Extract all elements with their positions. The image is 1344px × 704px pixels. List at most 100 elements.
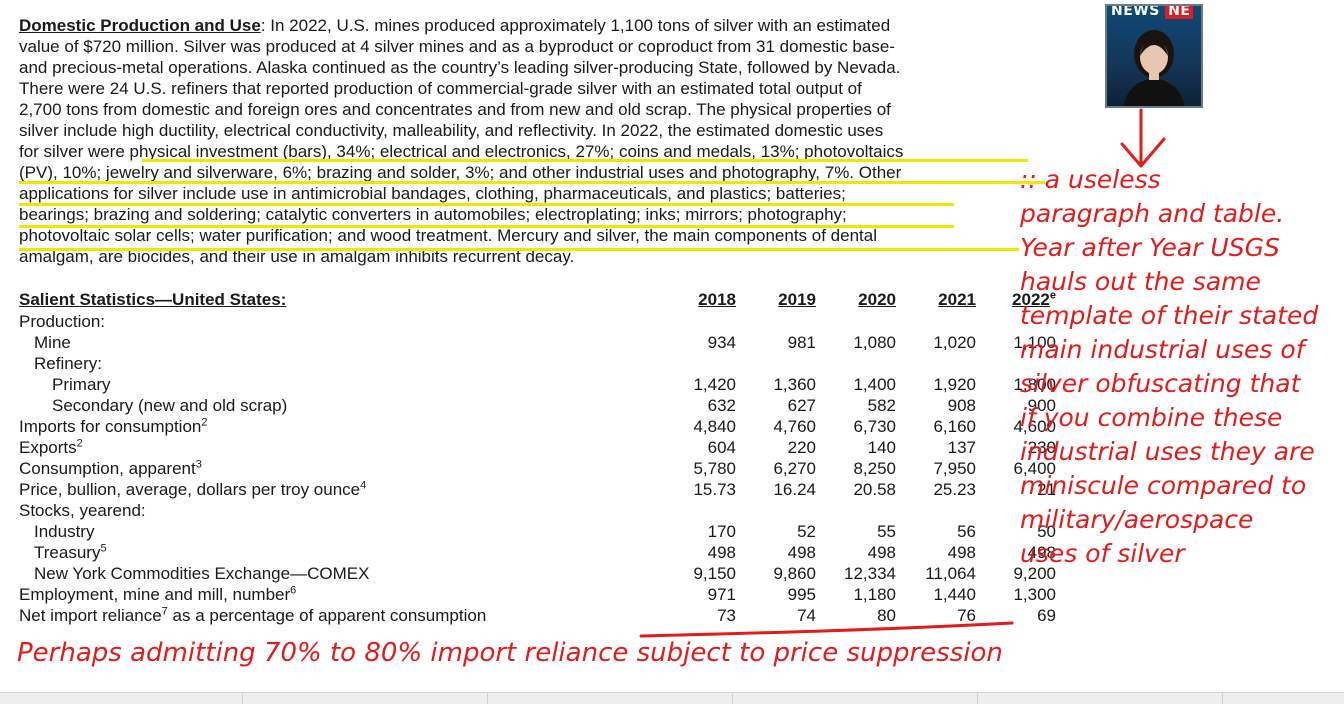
table-cell: 4,840 <box>693 417 736 436</box>
table-cell: 16.24 <box>773 480 816 499</box>
annotation-line: template of their stated <box>1020 301 1319 330</box>
year-header: 2021 <box>938 290 976 309</box>
table-cell: 25.23 <box>933 480 976 499</box>
table-row: Price, bullion, average, dollars per tro… <box>19 479 1056 500</box>
table-cell: 971 <box>707 585 736 604</box>
table-cell: 4,600 <box>1013 417 1056 436</box>
table-cell: 56 <box>957 522 976 541</box>
table-cell: 6,160 <box>933 417 976 436</box>
table-cell: 73 <box>717 606 736 625</box>
highlight-underline <box>19 203 954 206</box>
table-cell: 1,800 <box>1013 375 1056 394</box>
table-cell: 137 <box>947 438 976 457</box>
annotation-line: if you combine these <box>1020 403 1283 432</box>
red-arrow-icon <box>1120 108 1166 168</box>
year-header: 2019 <box>778 290 816 309</box>
table-cell: 1,360 <box>773 375 816 394</box>
table-cell: 170 <box>707 522 736 541</box>
row-label: Stocks, yearend: <box>19 501 146 520</box>
table-cell: 9,200 <box>1013 564 1056 583</box>
row-label: Refinery: <box>34 354 103 373</box>
paragraph-line: for silver were physical investment (bar… <box>19 142 904 161</box>
table-row: Mine 934 981 1,080 1,020 1,100 <box>19 332 1056 353</box>
table-cell: 80 <box>877 606 896 625</box>
table-cell: 6,270 <box>773 459 816 478</box>
highlight-underline <box>19 181 1045 184</box>
table-cell: 76 <box>957 606 976 625</box>
table-cell: 7,950 <box>933 459 976 478</box>
paragraph-line: 2,700 tons from domestic and foreign ore… <box>19 100 891 119</box>
table-cell: 498 <box>787 543 816 562</box>
paragraph-line: applications for silver include use in a… <box>19 184 846 203</box>
table-cell: 934 <box>707 333 736 352</box>
table-cell: 627 <box>787 396 816 415</box>
annotation-line: paragraph and table. <box>1020 199 1285 228</box>
news-tag: NEWS NE <box>1111 6 1194 19</box>
table-cell: 9,860 <box>773 564 816 583</box>
table-cell: 498 <box>947 543 976 562</box>
table-cell: 632 <box>707 396 736 415</box>
paragraph-line: and precious-metal operations. Alaska co… <box>19 58 901 77</box>
table-cell: 498 <box>707 543 736 562</box>
annotation-line: industrial uses they are <box>1020 437 1315 466</box>
table-cell: 5,780 <box>693 459 736 478</box>
table-cell: 69 <box>1037 606 1056 625</box>
paragraph-heading-colon: : <box>260 16 266 35</box>
year-header: 2022e <box>1012 289 1056 309</box>
table-row: Treasury5 498 498 498 498 498 <box>19 542 1056 563</box>
annotation-line: uses of silver <box>1020 539 1185 568</box>
table-cell: 1,920 <box>933 375 976 394</box>
paragraph-line: There were 24 U.S. refiners that reporte… <box>19 79 862 98</box>
table-row: Stocks, yearend: <box>19 500 1056 521</box>
table-cell: 21 <box>1037 480 1056 499</box>
table-cell: 900 <box>1027 396 1056 415</box>
table-cell: 908 <box>947 396 976 415</box>
table-cell: 498 <box>867 543 896 562</box>
annotation-line: silver obfuscating that <box>1020 369 1301 398</box>
table-row: Refinery: <box>19 353 1056 374</box>
table-cell: 55 <box>877 522 896 541</box>
table-row: Industry 170 52 55 56 50 <box>19 521 1056 542</box>
row-label: Secondary (new and old scrap) <box>52 396 288 415</box>
table-row: Consumption, apparent3 5,780 6,270 8,250… <box>19 458 1056 479</box>
table-cell: 74 <box>797 606 816 625</box>
paragraph-heading: Domestic Production and Use <box>19 16 261 35</box>
table-cell: 52 <box>797 522 816 541</box>
table-cell: 220 <box>787 438 816 457</box>
row-label: Primary <box>52 375 111 394</box>
table-row: Primary 1,420 1,360 1,400 1,920 1,800 <box>19 374 1056 395</box>
table-cell: 582 <box>867 396 896 415</box>
table-cell: 140 <box>867 438 896 457</box>
row-label: Production: <box>19 312 105 331</box>
table-cell: 1,400 <box>853 375 896 394</box>
paragraph-line: In 2022, U.S. mines produced approximate… <box>265 16 891 35</box>
table-cell: 4,760 <box>773 417 816 436</box>
domestic-production-paragraph: Domestic Production and Use: In 2022, U.… <box>19 15 1024 267</box>
table-cell: 1,420 <box>693 375 736 394</box>
year-header: 2020 <box>858 290 896 309</box>
news-anchor-thumbnail: NEWS NE <box>1105 4 1203 108</box>
table-row: Net import reliance7 as a percentage of … <box>19 605 1056 626</box>
table-row: Imports for consumption2 4,840 4,760 6,7… <box>19 416 1056 437</box>
row-label: Treasury5 <box>34 542 107 562</box>
table-row: Secondary (new and old scrap) 632 627 58… <box>19 395 1056 416</box>
table-row: Employment, mine and mill, number6 971 9… <box>19 584 1056 605</box>
table-cell: 604 <box>707 438 736 457</box>
row-label: Industry <box>34 522 95 541</box>
row-label: New York Commodities Exchange—COMEX <box>34 564 370 583</box>
row-label: Exports2 <box>19 437 83 457</box>
table-cell: 6,730 <box>853 417 896 436</box>
table-cell: 8,250 <box>853 459 896 478</box>
annotation-line: main industrial uses of <box>1020 335 1305 364</box>
estimate-mark: e <box>1049 289 1056 302</box>
highlight-underline <box>19 225 954 228</box>
table-cell: 981 <box>787 333 816 352</box>
table-cell: 1,300 <box>1013 585 1056 604</box>
table-cell: 20.58 <box>853 480 896 499</box>
table-cell: 9,150 <box>693 564 736 583</box>
paragraph-line: value of $720 million. Silver was produc… <box>19 37 895 56</box>
annotation-line: :: a useless <box>1020 165 1161 194</box>
table-row: Production: <box>19 311 1056 332</box>
table-cell: 1,440 <box>933 585 976 604</box>
